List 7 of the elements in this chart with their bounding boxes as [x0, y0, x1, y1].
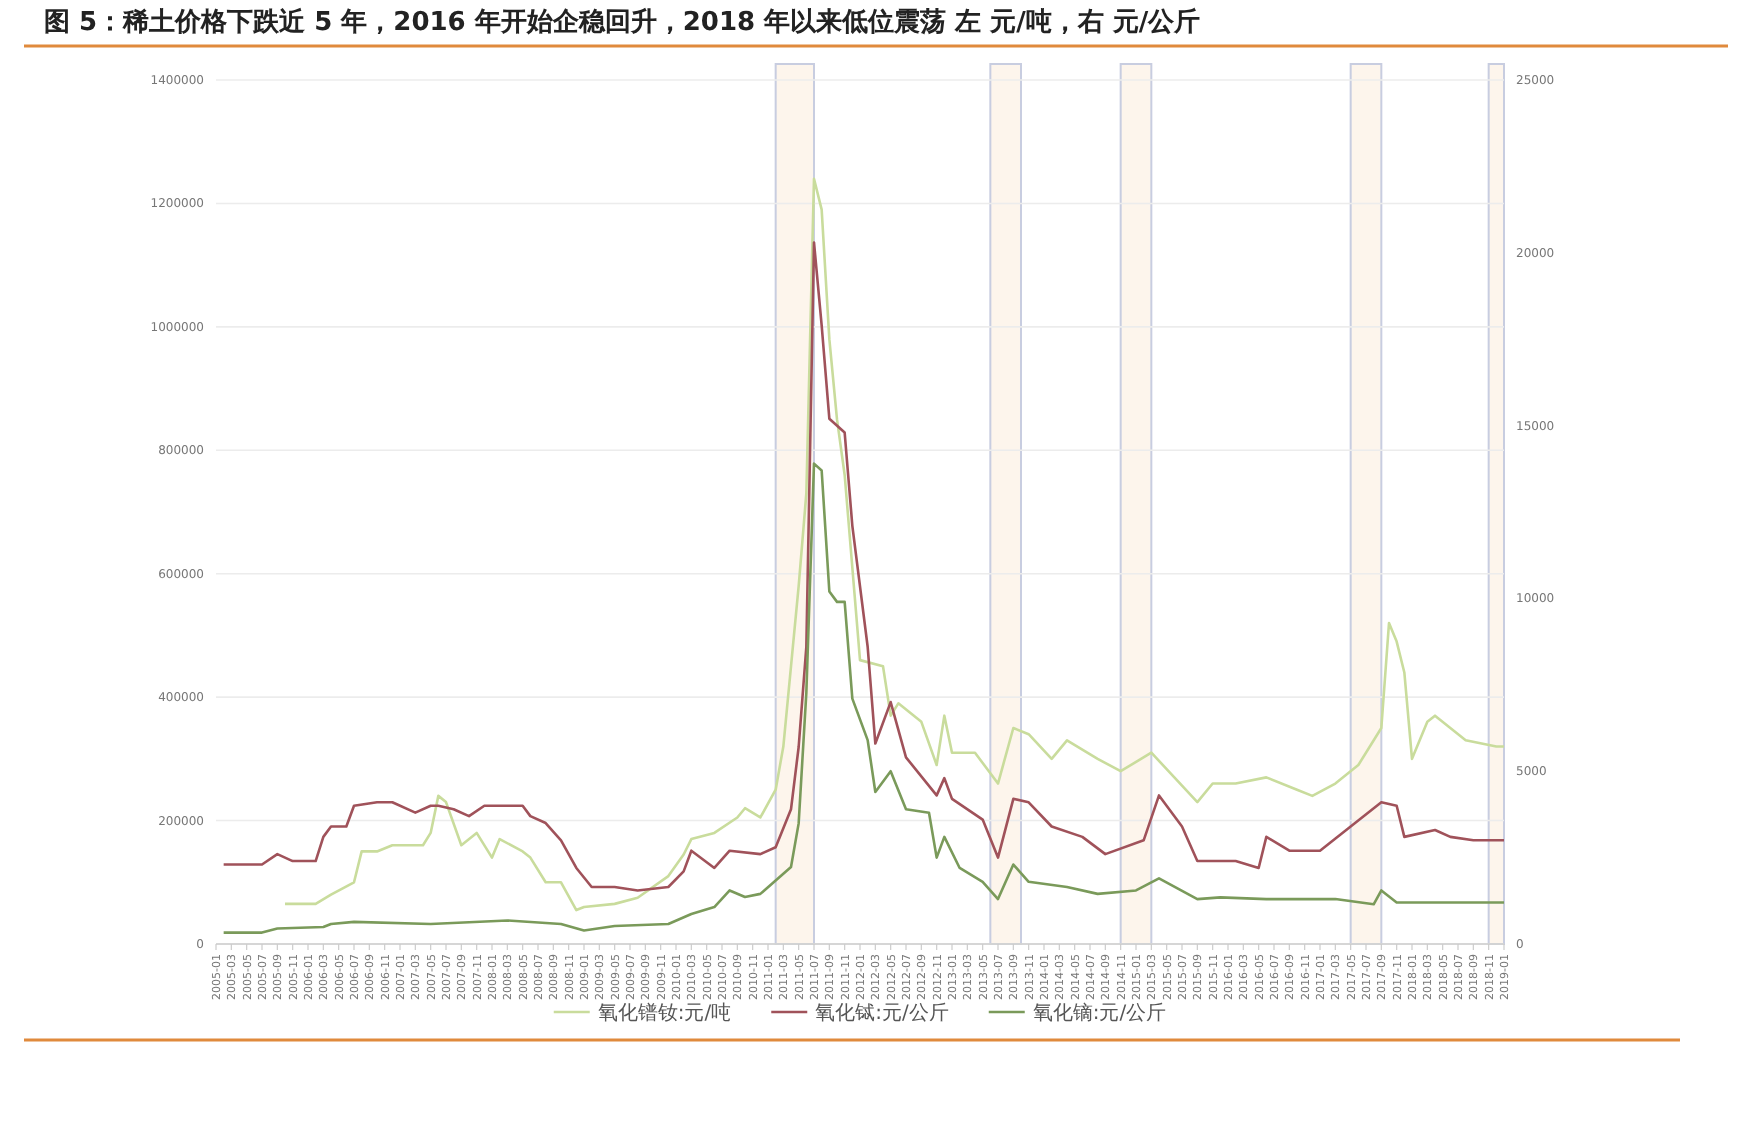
- chart-title: 图 5：稀土价格下跌近 5 年，2016 年开始企稳回升，2018 年以来低位震荡 左 元/吨，右 元/公斤: [44, 6, 1201, 38]
- line-series: [222, 462, 1506, 934]
- legend-label: 氧化铽:元/公斤: [815, 1001, 949, 1025]
- legend-label: 氧化镝:元/公斤: [1032, 1001, 1167, 1025]
- line-series: [222, 241, 1506, 892]
- line-series: [283, 177, 1506, 912]
- legend-label: 氧化镨钕:元/吨: [597, 1001, 732, 1025]
